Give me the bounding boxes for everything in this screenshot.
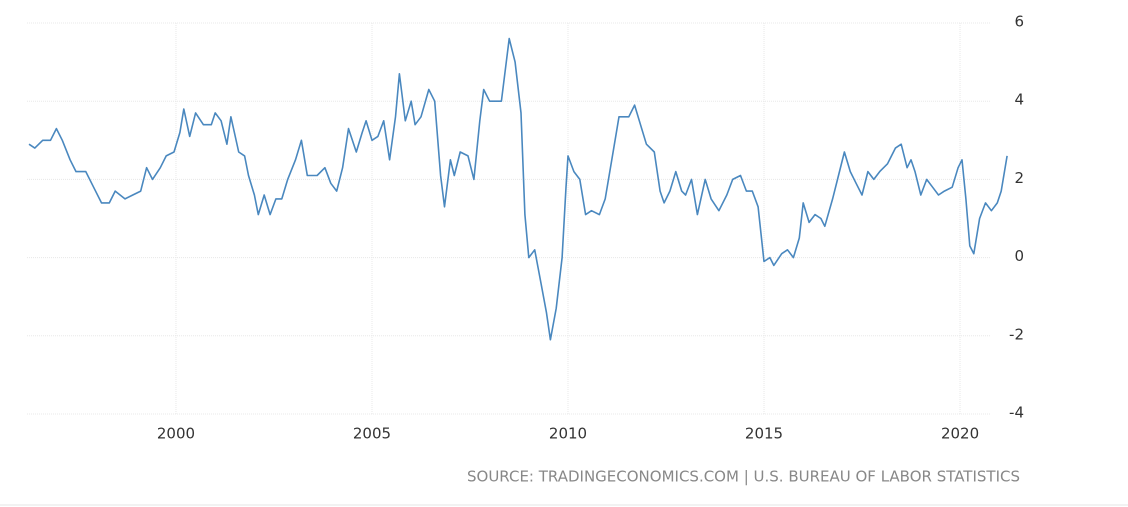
y-tick-label: 4 bbox=[1014, 91, 1024, 109]
source-note: SOURCE: TRADINGECONOMICS.COM | U.S. BURE… bbox=[467, 468, 1020, 486]
x-tick-label: 2010 bbox=[549, 425, 587, 443]
x-tick-label: 2020 bbox=[941, 425, 979, 443]
y-tick-label: 0 bbox=[1014, 247, 1024, 265]
y-tick-label: 2 bbox=[1014, 169, 1024, 187]
y-tick-label: -4 bbox=[1009, 404, 1024, 422]
y-tick-label: 6 bbox=[1014, 13, 1024, 31]
y-tick-label: -2 bbox=[1009, 325, 1024, 343]
x-tick-label: 2015 bbox=[745, 425, 783, 443]
x-tick-label: 2000 bbox=[157, 425, 195, 443]
series-line bbox=[28, 37, 1008, 341]
x-tick-label: 2005 bbox=[353, 425, 391, 443]
